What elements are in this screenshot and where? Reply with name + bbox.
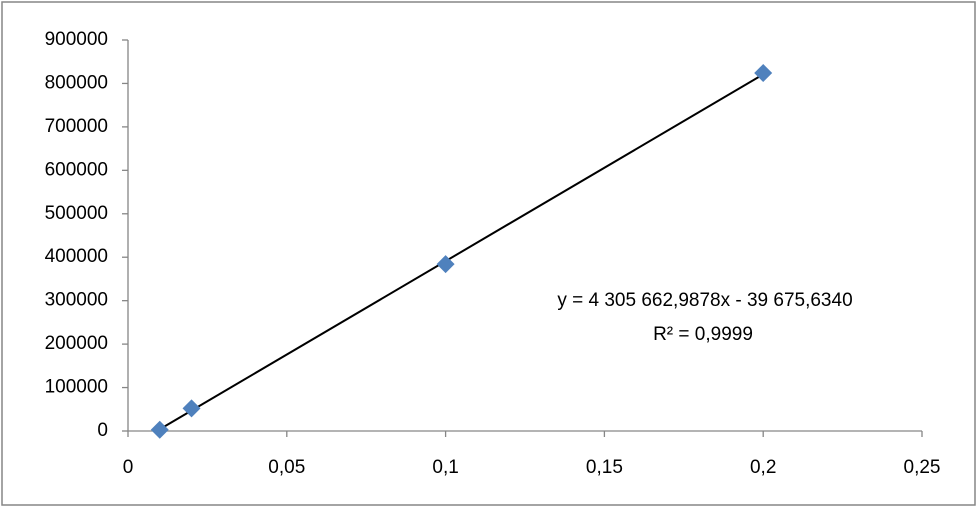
y-tick-label: 500000 xyxy=(45,203,108,224)
x-tick-label: 0,05 xyxy=(268,457,305,478)
x-tick-label: 0,25 xyxy=(904,457,941,478)
trendline-equation: y = 4 305 662,9878x - 39 675,6340 xyxy=(557,290,852,311)
y-tick-label: 400000 xyxy=(45,246,108,267)
y-tick-label: 200000 xyxy=(45,333,108,354)
y-tick-label: 900000 xyxy=(45,29,108,50)
x-tick-label: 0,1 xyxy=(432,457,458,478)
data-point xyxy=(754,64,773,83)
trendline xyxy=(159,73,764,431)
y-tick-label: 300000 xyxy=(45,290,108,311)
data-point xyxy=(182,399,201,418)
x-tick-label: 0,2 xyxy=(750,457,776,478)
y-tick-label: 100000 xyxy=(45,377,108,398)
y-tick-label: 0 xyxy=(97,420,108,441)
data-point xyxy=(150,420,169,439)
y-tick-label: 700000 xyxy=(45,116,108,137)
data-point xyxy=(436,255,455,274)
x-tick-label: 0 xyxy=(123,457,134,478)
y-tick-label: 800000 xyxy=(45,72,108,93)
x-tick-label: 0,15 xyxy=(586,457,623,478)
y-tick-label: 600000 xyxy=(45,159,108,180)
r-squared: R² = 0,9999 xyxy=(653,324,753,345)
